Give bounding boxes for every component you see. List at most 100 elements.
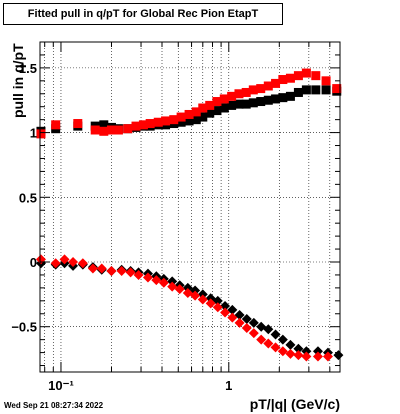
data-point: [234, 99, 244, 109]
data-point: [212, 97, 222, 107]
data-point: [68, 257, 79, 267]
data-point: [142, 272, 153, 283]
data-point: [73, 119, 83, 129]
data-series: [35, 68, 344, 362]
data-point: [184, 109, 194, 119]
data-point: [205, 108, 215, 118]
data-point: [293, 71, 303, 81]
data-point: [277, 346, 288, 357]
data-point: [99, 120, 109, 130]
data-point: [312, 346, 323, 357]
data-point: [131, 121, 141, 131]
data-point: [106, 266, 117, 277]
y-tick-label: 0.5: [19, 190, 37, 205]
data-point: [145, 119, 155, 129]
data-point: [90, 125, 100, 135]
y-tick-label: 1: [30, 126, 37, 141]
series-2: [36, 68, 342, 139]
data-point: [241, 323, 252, 333]
data-point: [301, 85, 311, 95]
x-axis-label: pT/|q| (GeV/c): [249, 396, 340, 412]
data-point: [278, 75, 288, 85]
data-point: [285, 348, 296, 359]
series-4: [35, 254, 333, 362]
data-point: [241, 99, 251, 109]
data-point: [293, 87, 303, 97]
timestamp-label: Wed Sep 21 08:27:34 2022: [4, 401, 104, 410]
plot-frame: [39, 41, 341, 373]
data-point: [176, 117, 186, 127]
data-point: [301, 351, 312, 362]
data-point: [321, 85, 331, 95]
data-point: [263, 338, 274, 349]
data-point: [285, 73, 295, 83]
data-point: [106, 125, 116, 135]
data-point: [36, 129, 46, 139]
data-point: [333, 350, 344, 361]
data-point: [158, 277, 169, 288]
data-point: [311, 85, 321, 95]
chart-title: Fitted pull in q/pT for Global Rec Pion …: [3, 3, 283, 25]
data-point: [227, 100, 237, 110]
data-point: [99, 126, 109, 136]
data-point: [227, 91, 237, 101]
data-point: [205, 100, 215, 110]
data-point: [234, 89, 244, 99]
data-point: [241, 87, 251, 97]
data-point: [285, 91, 295, 101]
data-point: [197, 289, 208, 300]
data-point: [271, 94, 281, 104]
data-point: [220, 301, 231, 311]
data-point: [293, 343, 304, 354]
y-tick-label: 0: [30, 255, 37, 270]
data-point: [190, 290, 201, 301]
data-point: [113, 125, 123, 135]
data-point: [256, 84, 266, 94]
y-tick-label: 1.5: [19, 61, 37, 76]
data-point: [234, 317, 245, 328]
data-point: [198, 103, 208, 113]
data-point: [167, 281, 178, 292]
data-point: [322, 351, 333, 362]
data-point: [277, 334, 288, 345]
y-axis-label: pull in q/pT: [10, 43, 26, 118]
data-point: [321, 76, 331, 86]
data-point: [248, 85, 258, 95]
data-point: [51, 120, 61, 130]
data-point: [332, 84, 342, 94]
data-point: [285, 339, 296, 350]
data-point: [59, 254, 70, 265]
data-point: [87, 263, 98, 274]
data-point: [270, 329, 281, 340]
data-point: [270, 342, 281, 353]
grid-lines: [40, 42, 340, 372]
data-point: [123, 124, 133, 134]
data-point: [219, 94, 229, 104]
data-point: [96, 263, 107, 274]
data-point: [133, 269, 144, 280]
data-point: [50, 258, 61, 269]
data-point: [191, 115, 201, 125]
data-point: [271, 78, 281, 88]
data-point: [311, 71, 321, 81]
data-point: [205, 298, 216, 309]
y-tick-label: −0.5: [11, 320, 37, 335]
x-tick-label: 1: [225, 378, 232, 393]
data-point: [241, 313, 252, 324]
data-point: [263, 324, 274, 335]
data-point: [248, 98, 258, 108]
axis-ticks: −0.5 0 0.5 1 1.5 10⁻¹ 1: [11, 41, 340, 393]
data-point: [151, 275, 162, 286]
data-point: [116, 266, 127, 277]
data-point: [248, 328, 259, 339]
data-point: [184, 116, 194, 126]
data-point: [278, 93, 288, 103]
data-point: [198, 112, 208, 122]
data-point: [212, 302, 223, 313]
series-3: [35, 258, 344, 361]
data-point: [263, 81, 273, 91]
data-point: [197, 294, 208, 305]
data-point: [220, 307, 231, 318]
data-point: [312, 351, 323, 362]
